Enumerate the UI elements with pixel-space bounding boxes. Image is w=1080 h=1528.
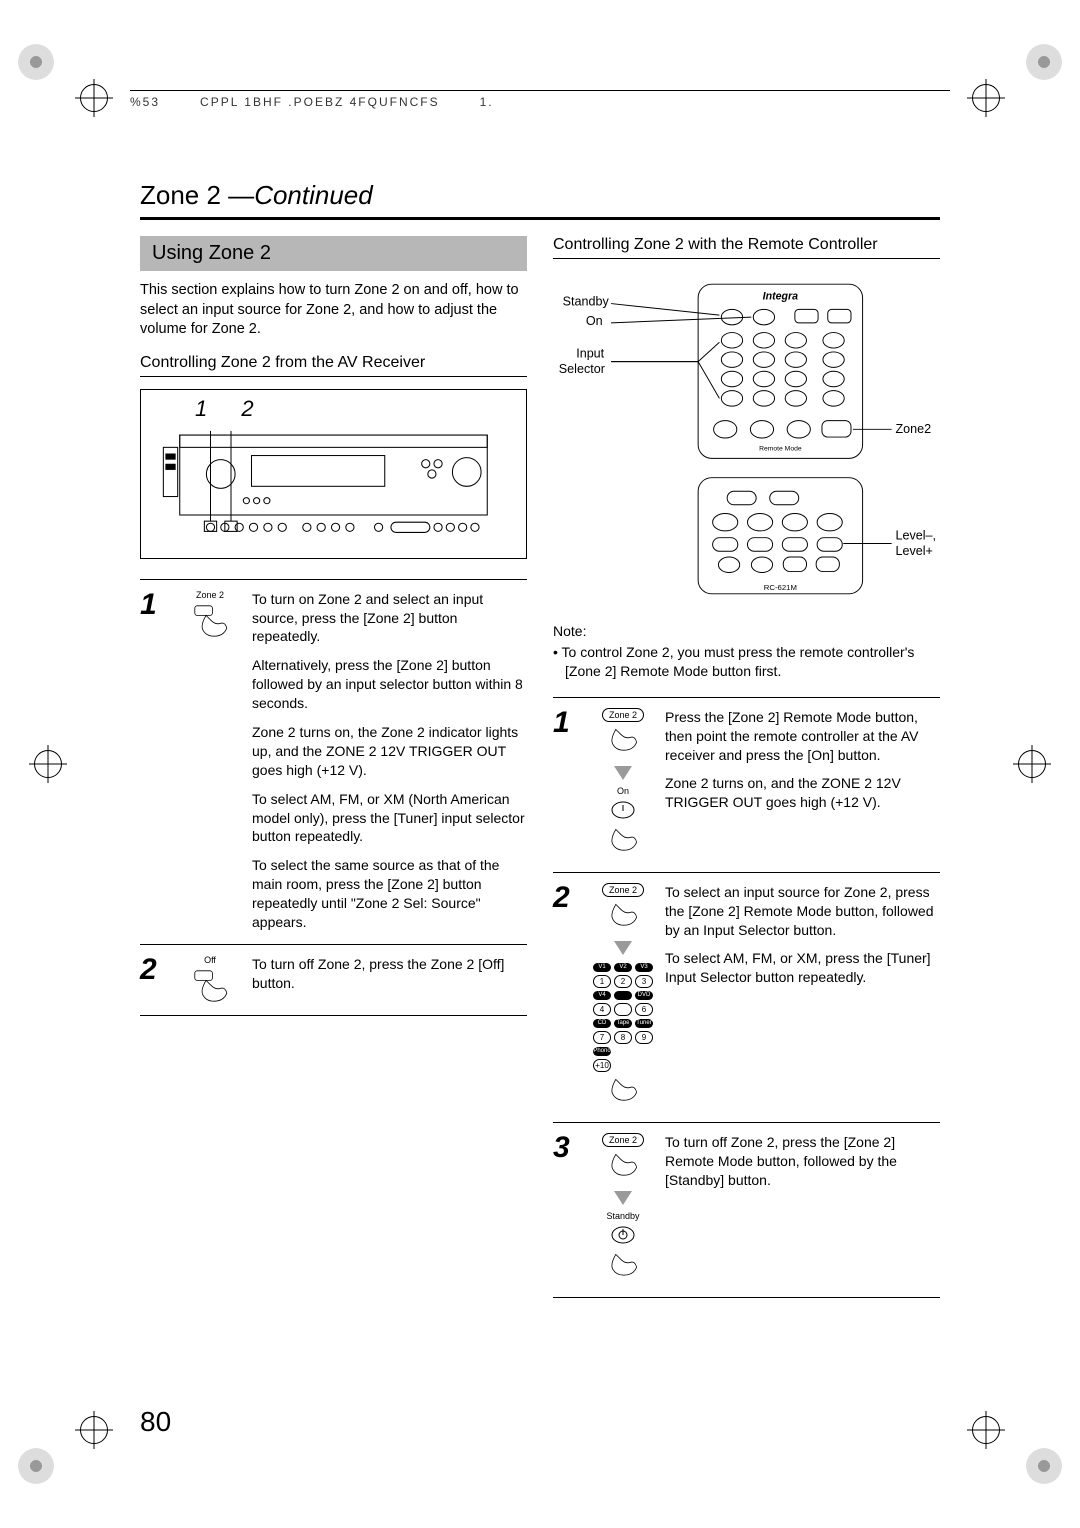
step-number: 1 xyxy=(140,590,168,932)
press-button-hand-icon xyxy=(190,969,230,1003)
page-body: Zone 2 —Continued Using Zone 2 This sect… xyxy=(140,180,940,1428)
input-selector-grid-icon: V1V2V3 123 V4DVD 46 CDTapeTuner 789 Phon… xyxy=(593,963,653,1072)
standby-label: Standby xyxy=(606,1211,639,1221)
registration-mark-icon xyxy=(972,84,1000,112)
left-subheading: Controlling Zone 2 from the AV Receiver xyxy=(140,354,527,377)
left-step-2: 2 Off To turn off Zone 2, press the Zone… xyxy=(140,944,527,1016)
zone2-remote-button-icon: Zone 2 xyxy=(602,708,644,722)
step-text: Press the [Zone 2] Remote Mode button, t… xyxy=(665,708,940,860)
step-para: To select AM, FM, or XM, press the [Tune… xyxy=(665,949,940,987)
right-step-3: 3 Zone 2 Standby To turn off Zone 2, pre… xyxy=(553,1122,940,1298)
note-body: • To control Zone 2, you must press the … xyxy=(553,643,940,681)
zone2-remote-button-icon: Zone 2 xyxy=(602,883,644,897)
step-para: Alternatively, press the [Zone 2] button… xyxy=(252,656,527,713)
press-button-hand-icon xyxy=(603,1151,643,1185)
step-para: Zone 2 turns on, the Zone 2 indicator li… xyxy=(252,723,527,780)
step-number: 2 xyxy=(140,955,168,1003)
label-zone2: Zone2 xyxy=(895,422,931,436)
right-column: Controlling Zone 2 with the Remote Contr… xyxy=(553,236,940,1298)
label-on: On xyxy=(586,314,603,328)
crop-mark-icon xyxy=(18,1448,54,1484)
right-step-1: 1 Zone 2 On Press the [Zone 2] Remote Mo… xyxy=(553,697,940,872)
label-input: Input xyxy=(576,347,604,361)
meta-left: %53 xyxy=(130,95,160,109)
step-para: To select an input source for Zone 2, pr… xyxy=(665,883,940,940)
title-sep: — xyxy=(221,180,254,210)
step-text: To turn on Zone 2 and select an input so… xyxy=(252,590,527,932)
left-column: Using Zone 2 This section explains how t… xyxy=(140,236,527,1298)
press-button-hand-icon xyxy=(603,1076,643,1110)
on-button-icon xyxy=(610,800,636,822)
press-button-hand-icon xyxy=(190,604,230,638)
step-para: To turn on Zone 2 and select an input so… xyxy=(252,590,527,647)
remote-controller-diagram: Integra xyxy=(553,269,940,609)
remote-model-label: RC-621M xyxy=(764,583,797,592)
step-number: 3 xyxy=(553,1133,581,1285)
meta-right: 1. xyxy=(480,95,494,109)
step-icon-column: Zone 2 Standby xyxy=(591,1133,655,1285)
label-level1: Level–, xyxy=(895,529,936,543)
section-heading-bar: Using Zone 2 xyxy=(140,236,527,271)
label-selector: Selector xyxy=(559,362,605,376)
down-arrow-icon xyxy=(614,941,632,955)
registration-mark-icon xyxy=(80,1416,108,1444)
registration-mark-icon xyxy=(972,1416,1000,1444)
step-para: To turn off Zone 2, press the Zone 2 [Of… xyxy=(252,955,527,993)
off-button-label: Off xyxy=(204,955,216,965)
step-icon-column: Zone 2 V1V2V3 123 V4DVD 46 CDTapeTuner 7… xyxy=(591,883,655,1110)
right-steps: 1 Zone 2 On Press the [Zone 2] Remote Mo… xyxy=(553,697,940,1298)
step-text: To turn off Zone 2, press the Zone 2 [Of… xyxy=(252,955,527,1003)
zone2-button-label: Zone 2 xyxy=(196,590,224,600)
crop-mark-icon xyxy=(18,44,54,80)
crop-mark-icon xyxy=(1026,1448,1062,1484)
step-number: 2 xyxy=(553,883,581,1110)
standby-button-icon xyxy=(610,1225,636,1247)
press-button-hand-icon xyxy=(603,1251,643,1285)
svg-text:Remote Mode: Remote Mode xyxy=(759,446,802,453)
title-continued: Continued xyxy=(254,180,373,210)
crop-mark-icon xyxy=(1026,44,1062,80)
registration-mark-icon xyxy=(34,750,62,778)
right-step-2: 2 Zone 2 V1V2V3 123 V4DVD 46 CDTapeTuner… xyxy=(553,872,940,1122)
step-para: Press the [Zone 2] Remote Mode button, t… xyxy=(665,708,940,765)
av-receiver-diagram: 1 2 xyxy=(140,389,527,559)
step-para: Zone 2 turns on, and the ZONE 2 12V TRIG… xyxy=(665,774,940,812)
step-icon-column: Zone 2 On xyxy=(591,708,655,860)
diagram-callout-numbers: 1 2 xyxy=(195,396,268,422)
on-label: On xyxy=(617,786,629,796)
step-number: 1 xyxy=(553,708,581,860)
step-icon-column: Zone 2 xyxy=(178,590,242,932)
title-main: Zone 2 xyxy=(140,180,221,210)
right-subheading: Controlling Zone 2 with the Remote Contr… xyxy=(553,236,940,259)
down-arrow-icon xyxy=(614,766,632,780)
step-text: To select an input source for Zone 2, pr… xyxy=(665,883,940,1110)
left-step-1: 1 Zone 2 To turn on Zone 2 and select an… xyxy=(140,579,527,944)
step-para: To select AM, FM, or XM (North American … xyxy=(252,790,527,847)
press-button-hand-icon xyxy=(603,726,643,760)
step-para: To select the same source as that of the… xyxy=(252,856,527,932)
header-meta: %53 CPPL 1BHF .POEBZ 4FQUFNCFS 1. xyxy=(130,90,950,109)
note-label: Note: xyxy=(553,623,940,639)
zone2-remote-button-icon: Zone 2 xyxy=(602,1133,644,1147)
registration-mark-icon xyxy=(80,84,108,112)
step-text: To turn off Zone 2, press the [Zone 2] R… xyxy=(665,1133,940,1285)
label-level2: Level+ xyxy=(895,544,932,558)
step-icon-column: Off xyxy=(178,955,242,1003)
step-para: To turn off Zone 2, press the [Zone 2] R… xyxy=(665,1133,940,1190)
remote-brand-label: Integra xyxy=(763,291,799,303)
press-button-hand-icon xyxy=(603,826,643,860)
meta-center: CPPL 1BHF .POEBZ 4FQUFNCFS xyxy=(200,95,440,109)
page-title: Zone 2 —Continued xyxy=(140,180,940,220)
registration-mark-icon xyxy=(1018,750,1046,778)
intro-paragraph: This section explains how to turn Zone 2… xyxy=(140,281,527,340)
down-arrow-icon xyxy=(614,1191,632,1205)
press-button-hand-icon xyxy=(603,901,643,935)
left-steps: 1 Zone 2 To turn on Zone 2 and select an… xyxy=(140,579,527,1016)
page-number: 80 xyxy=(140,1406,171,1438)
label-standby: Standby xyxy=(563,294,610,308)
